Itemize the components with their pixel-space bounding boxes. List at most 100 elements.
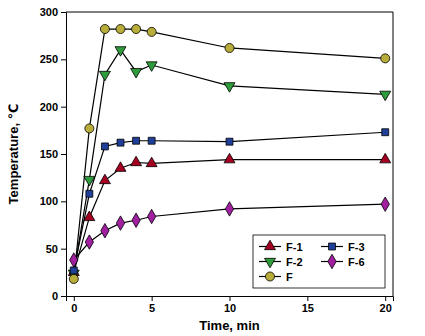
- marker: [225, 43, 234, 52]
- x-tick: 5: [149, 296, 155, 314]
- legend-entry: F-2: [259, 256, 303, 268]
- marker: [224, 153, 235, 162]
- marker: [382, 129, 389, 136]
- legend-box: [253, 235, 385, 288]
- marker: [85, 124, 94, 133]
- y-tick-label: 150: [40, 148, 58, 160]
- legend-entry: F-1: [259, 240, 303, 252]
- x-axis-line: [67, 297, 394, 302]
- marker: [99, 174, 110, 183]
- legend-label: F-6: [348, 256, 365, 268]
- marker: [133, 137, 140, 144]
- marker: [381, 54, 390, 63]
- y-tick: 200: [40, 101, 66, 113]
- legend-marker: [265, 272, 274, 281]
- x-tick: 20: [380, 296, 392, 314]
- marker: [147, 209, 155, 223]
- x-tick-mark: [385, 296, 386, 301]
- marker: [117, 139, 124, 146]
- legend-marker: [265, 258, 276, 267]
- y-tick-mark: [61, 107, 66, 108]
- legend-label: F: [286, 271, 293, 283]
- y-axis-line: [61, 13, 67, 297]
- legend-marker: [328, 254, 336, 268]
- legend-label: F-2: [286, 256, 303, 268]
- x-tick: 10: [224, 296, 236, 314]
- x-tick: 0: [71, 296, 77, 314]
- legend-marker: [329, 243, 336, 250]
- y-tick: 100: [40, 195, 66, 207]
- marker: [381, 197, 389, 211]
- marker: [85, 235, 93, 249]
- x-tick-mark: [230, 296, 231, 301]
- x-tick-label: 0: [71, 302, 77, 314]
- marker: [84, 176, 95, 185]
- y-tick-label: 100: [40, 195, 58, 207]
- marker: [131, 68, 142, 77]
- chart: 05101520050100150200250300F-1F-2FF-3F-6T…: [0, 0, 425, 336]
- y-tick-mark: [61, 12, 66, 13]
- x-axis-title: Time, min: [199, 318, 260, 333]
- marker: [146, 157, 157, 166]
- marker: [224, 83, 235, 92]
- marker: [99, 71, 110, 80]
- marker: [116, 216, 124, 230]
- frame-top: [66, 12, 393, 13]
- plot: 05101520050100150200250300F-1F-2FF-3F-6: [40, 6, 394, 314]
- x-tick-label: 10: [224, 302, 236, 314]
- marker: [115, 162, 126, 171]
- marker: [115, 47, 126, 56]
- legend-entry: F-6: [321, 254, 365, 268]
- x-tick-mark: [74, 296, 75, 301]
- x-tick-label: 20: [380, 302, 392, 314]
- y-tick-mark: [61, 154, 66, 155]
- x-tick: 15: [302, 296, 314, 314]
- y-tick: 150: [40, 148, 66, 160]
- legend-marker: [265, 240, 276, 249]
- marker: [131, 156, 142, 165]
- y-tick-mark: [61, 59, 66, 60]
- x-tick-mark: [307, 296, 308, 301]
- marker: [132, 25, 141, 34]
- y-tick-label: 200: [40, 101, 58, 113]
- y-tick: 0: [52, 290, 66, 302]
- y-tick-mark: [61, 201, 66, 202]
- marker: [225, 202, 233, 216]
- x-tick-mark: [152, 296, 153, 301]
- legend-entry: F-3: [321, 241, 365, 253]
- y-tick-label: 300: [40, 6, 58, 18]
- x-axis: 0 5 10 15 20: [67, 296, 394, 314]
- marker: [84, 211, 95, 220]
- y-tick-mark: [61, 249, 66, 250]
- y-tick: 250: [40, 53, 66, 65]
- marker: [147, 27, 156, 36]
- y-tick-label: 50: [46, 243, 58, 255]
- frame-right: [393, 12, 394, 296]
- marker: [101, 143, 108, 150]
- y-tick: 300: [40, 6, 66, 18]
- marker: [86, 190, 93, 197]
- marker: [132, 213, 140, 227]
- marker: [70, 253, 78, 267]
- y-tick-label: 250: [40, 53, 58, 65]
- legend-label: F-1: [286, 241, 303, 253]
- marker: [226, 138, 233, 145]
- y-axis: 0 50 100 150 200 250 300: [40, 6, 67, 302]
- y-tick-mark: [61, 296, 66, 297]
- marker: [146, 62, 157, 71]
- y-tick-label: 0: [52, 290, 58, 302]
- legend: F-1 F-2 F F-3 F-6: [253, 235, 385, 288]
- x-tick-label: 5: [149, 302, 155, 314]
- marker: [116, 25, 125, 34]
- marker: [69, 274, 78, 283]
- x-tick-label: 15: [302, 302, 314, 314]
- marker: [380, 91, 391, 100]
- marker: [101, 223, 109, 237]
- y-tick: 50: [46, 243, 66, 255]
- legend-entry: F: [259, 271, 293, 283]
- marker: [148, 137, 155, 144]
- marker: [100, 25, 109, 34]
- y-axis-title: Temperature, ℃: [6, 104, 21, 205]
- marker: [380, 153, 391, 162]
- legend-label: F-3: [348, 241, 365, 253]
